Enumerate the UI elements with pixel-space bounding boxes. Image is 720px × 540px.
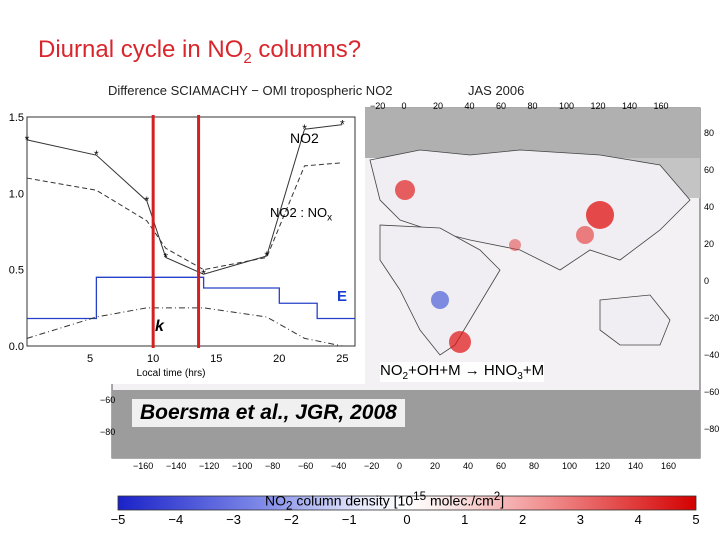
colorbar-tick: 0: [403, 512, 411, 527]
map-tick: −160: [133, 461, 154, 471]
annotation-no2-nox: NO2 : NOx: [270, 205, 333, 224]
map-tick: −140: [166, 461, 187, 471]
map-tick: 60: [496, 461, 507, 471]
star-marker: *: [163, 250, 168, 264]
citation: Boersma et al., JGR, 2008: [132, 399, 405, 427]
map-tick: 140: [628, 461, 644, 471]
map-tick: 40: [464, 101, 475, 111]
map-tick: 0: [704, 276, 710, 286]
star-marker: *: [145, 194, 150, 208]
map-tick: −40: [704, 350, 720, 360]
title-suffix: columns?: [251, 36, 362, 63]
colorbar: [117, 495, 697, 511]
hotspot-africa-blue: [431, 291, 449, 309]
star-marker: *: [25, 133, 30, 147]
annotation-no2: NO2: [290, 130, 319, 146]
map-tick: −120: [199, 461, 220, 471]
y-tick-label: 0.5: [9, 265, 24, 277]
map-tick: −80: [265, 461, 281, 471]
y-tick-label: 1.0: [9, 188, 24, 200]
plot-frame: [26, 116, 356, 347]
x-tick-label: 10: [147, 353, 159, 365]
hotspot-china-2: [576, 226, 594, 244]
map-tick: −20: [370, 101, 386, 111]
series-line-dashdot: [26, 307, 343, 347]
map-tick: −20: [704, 313, 720, 323]
map-tick: −60: [100, 395, 116, 405]
colorbar-tick: 3: [576, 512, 585, 527]
map-tick: −100: [232, 461, 253, 471]
y-tick-label: 0.0: [9, 341, 24, 353]
colorbar-tick: −2: [283, 512, 299, 527]
map-tick: 160: [661, 461, 677, 471]
hotspot-china: [586, 201, 614, 229]
map-tick: −60: [298, 461, 314, 471]
map-title: JAS 2006: [468, 83, 524, 98]
map-tick: 80: [529, 461, 540, 471]
series-line-dashed: [26, 162, 343, 271]
map-tick: 0: [397, 461, 403, 471]
colorbar-tick: −5: [110, 512, 126, 527]
map-tick: −40: [331, 461, 347, 471]
map-tick: 120: [590, 101, 606, 111]
map-tick: 20: [704, 239, 715, 249]
x-tick-label: 20: [273, 353, 285, 365]
colorbar-tick: −1: [341, 512, 357, 527]
map-tick: 60: [704, 165, 715, 175]
title-prefix: Diurnal cycle in NO: [38, 36, 244, 63]
x-tick-label: 15: [210, 353, 222, 365]
star-marker: *: [264, 249, 269, 263]
colorbar-tick: 4: [634, 512, 642, 527]
x-axis-label: Local time (hrs): [137, 368, 206, 379]
map-tick: 80: [704, 128, 715, 138]
series-line-solid-star: [26, 124, 343, 275]
map-tick: 140: [622, 101, 638, 111]
map-tick: −60: [704, 387, 720, 397]
colorbar-tick: −3: [226, 512, 242, 527]
colorbar-tick: −4: [168, 512, 184, 527]
star-marker: *: [340, 118, 345, 132]
x-tick-label: 25: [336, 353, 348, 365]
star-marker: *: [94, 148, 99, 162]
slide-title: Diurnal cycle in NO2 columns?: [38, 36, 361, 67]
hotspot-india: [509, 239, 521, 251]
map-tick: 40: [463, 461, 474, 471]
star-marker: *: [302, 122, 307, 136]
annotation-e: E: [337, 288, 348, 305]
map-tick: 160: [653, 101, 669, 111]
map-tick: 20: [430, 461, 441, 471]
title-sub: 2: [243, 49, 252, 67]
map-tick: 120: [595, 461, 611, 471]
australia-shape: [599, 294, 671, 346]
y-tick-label: 1.5: [9, 112, 24, 124]
colorbar-tick: 5: [692, 512, 700, 527]
map-tick: 0: [401, 101, 407, 111]
colorbar-tick: 2: [518, 512, 527, 527]
map-tick: 20: [433, 101, 444, 111]
colorbar-label: NO2 column density [1015 molec./cm2]: [265, 490, 505, 513]
annotation-k: k: [155, 318, 164, 335]
reaction-label: NO2+OH+M → HNO3+M: [380, 362, 545, 382]
map-tick: −20: [364, 461, 380, 471]
plot-panel: [0, 74, 365, 384]
map-tick: 40: [704, 202, 715, 212]
x-tick-label: 5: [87, 353, 93, 365]
map-tick: 80: [527, 101, 538, 111]
map-tick: 100: [559, 101, 575, 111]
map-tick: 100: [562, 461, 578, 471]
colorbar-tick: 1: [461, 512, 469, 527]
map-tick: −80: [100, 427, 116, 437]
hotspot-safrica: [449, 331, 471, 353]
map-tick: −80: [704, 424, 720, 434]
star-marker: *: [201, 267, 206, 281]
series-line-step-blue: [27, 276, 355, 320]
hotspot-europe: [395, 180, 415, 200]
plot-title: Difference SCIAMACHY − OMI tropospheric …: [108, 83, 393, 98]
map-tick: 60: [496, 101, 507, 111]
